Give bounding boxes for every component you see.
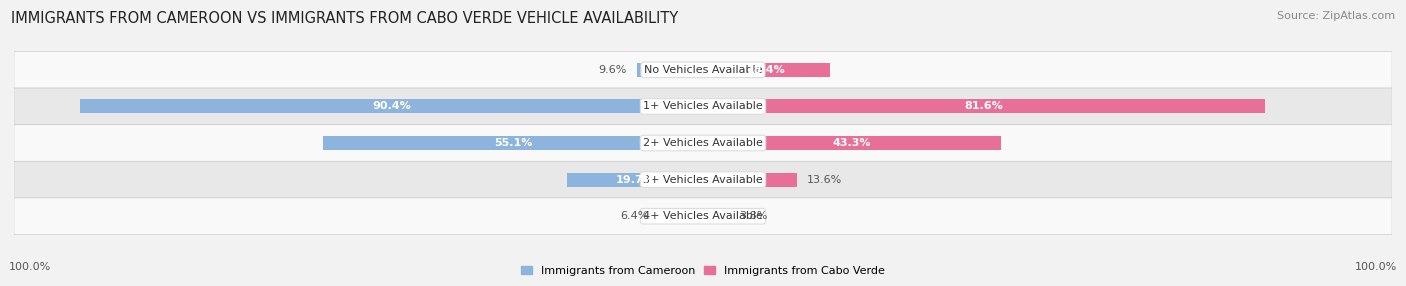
Bar xyxy=(703,173,797,186)
FancyBboxPatch shape xyxy=(14,161,1392,198)
Bar xyxy=(703,209,730,223)
Text: 3+ Vehicles Available: 3+ Vehicles Available xyxy=(643,175,763,184)
Text: 9.6%: 9.6% xyxy=(598,65,627,75)
Text: 1+ Vehicles Available: 1+ Vehicles Available xyxy=(643,102,763,111)
Text: 13.6%: 13.6% xyxy=(807,175,842,184)
Bar xyxy=(80,100,703,113)
FancyBboxPatch shape xyxy=(14,88,1392,125)
Text: 6.4%: 6.4% xyxy=(620,211,648,221)
Legend: Immigrants from Cameroon, Immigrants from Cabo Verde: Immigrants from Cameroon, Immigrants fro… xyxy=(516,261,890,281)
Bar xyxy=(659,209,703,223)
Text: 2+ Vehicles Available: 2+ Vehicles Available xyxy=(643,138,763,148)
Text: Source: ZipAtlas.com: Source: ZipAtlas.com xyxy=(1277,11,1395,21)
Bar xyxy=(703,100,1265,113)
Text: 90.4%: 90.4% xyxy=(373,102,411,111)
Bar xyxy=(567,173,703,186)
Bar xyxy=(323,136,703,150)
Bar xyxy=(703,136,1001,150)
Text: IMMIGRANTS FROM CAMEROON VS IMMIGRANTS FROM CABO VERDE VEHICLE AVAILABILITY: IMMIGRANTS FROM CAMEROON VS IMMIGRANTS F… xyxy=(11,11,679,26)
Bar xyxy=(637,63,703,77)
Text: 55.1%: 55.1% xyxy=(494,138,533,148)
Text: 19.7%: 19.7% xyxy=(616,175,655,184)
FancyBboxPatch shape xyxy=(14,51,1392,88)
Text: 3.8%: 3.8% xyxy=(740,211,768,221)
Text: No Vehicles Available: No Vehicles Available xyxy=(644,65,762,75)
Text: 18.4%: 18.4% xyxy=(747,65,786,75)
FancyBboxPatch shape xyxy=(14,125,1392,161)
Text: 4+ Vehicles Available: 4+ Vehicles Available xyxy=(643,211,763,221)
Text: 100.0%: 100.0% xyxy=(1355,262,1398,272)
Bar xyxy=(703,63,830,77)
FancyBboxPatch shape xyxy=(14,198,1392,235)
Text: 81.6%: 81.6% xyxy=(965,102,1004,111)
Text: 43.3%: 43.3% xyxy=(832,138,872,148)
Text: 100.0%: 100.0% xyxy=(8,262,51,272)
